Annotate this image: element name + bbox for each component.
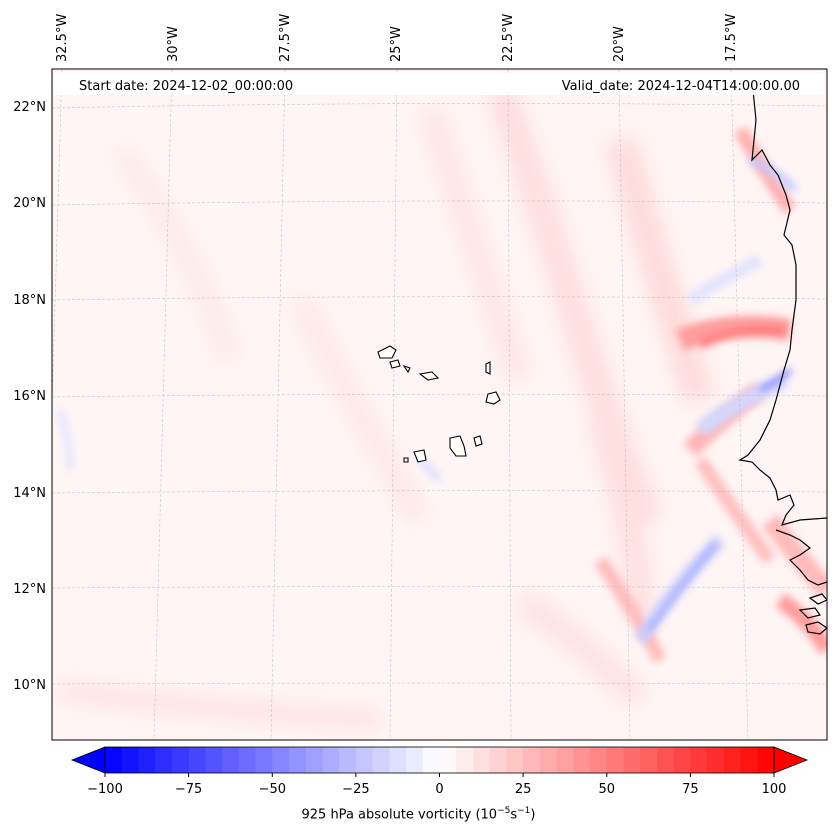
lat-label-14n: 14°N [13, 486, 46, 501]
colorbar-cell [155, 747, 173, 773]
colorbar-extend-min [70, 746, 106, 774]
colorbar-cell [355, 747, 374, 773]
colorbar-cell [707, 747, 725, 773]
lat-label-12n: 12°N [13, 582, 46, 597]
colorbar-cell [121, 747, 140, 773]
colorbar-cell [690, 747, 708, 773]
cape-verde-islands [377, 345, 501, 463]
colorbar-cell [339, 747, 357, 773]
colorbar-cell [406, 747, 424, 773]
colorbar-cell [389, 747, 407, 773]
cbar-tick-label-m100: −100 [87, 782, 123, 797]
colorbar-cell [456, 747, 474, 773]
colorbar-cell [439, 747, 457, 773]
colorbar-label: 925 hPa absolute vorticity (10−5s−1) [301, 806, 536, 823]
lat-label-18n: 18°N [13, 293, 46, 308]
cbar-tick-label-100: 100 [762, 782, 787, 797]
colorbar-extend-max [773, 746, 809, 774]
colorbar-cell [305, 747, 324, 773]
vorticity-field [52, 69, 827, 740]
cbar-tick-label-25: 25 [515, 782, 532, 797]
colorbar-cell [623, 747, 641, 773]
valid-date-text: Valid_date: 2024-12-04T14:00:00.00 [562, 79, 800, 94]
colorbar-cell [556, 747, 574, 773]
lat-label-16n: 16°N [13, 389, 46, 404]
colorbar-cell [673, 747, 691, 773]
lon-label-25w: 25°W [389, 26, 404, 62]
cbar-tick-label-m25: −25 [342, 782, 369, 797]
colorbar-cell [255, 747, 273, 773]
colorbar-cell [272, 747, 290, 773]
colorbar-cell [105, 747, 123, 773]
coastline [738, 79, 827, 635]
cbar-tick-label-m75: −75 [175, 782, 202, 797]
colorbar-cell [506, 747, 524, 773]
colorbar-cell [322, 747, 340, 773]
colorbar-cell [606, 747, 625, 773]
colorbar-cell [472, 747, 491, 773]
colorbar-cell [205, 747, 223, 773]
latitude-labels: 22°N 20°N 18°N 16°N 14°N 12°N 10°N [13, 100, 46, 693]
colorbar-cell [489, 747, 508, 773]
colorbar-cells [105, 747, 775, 773]
colorbar-cell [288, 747, 307, 773]
cbar-tick-label-75: 75 [682, 782, 699, 797]
colorbar-cell [757, 747, 775, 773]
lon-label-32-5w: 32.5°W [55, 14, 70, 62]
colorbar-cell [573, 747, 591, 773]
cbar-tick-label-m50: −50 [259, 782, 286, 797]
start-date-text: Start date: 2024-12-02_00:00:00 [79, 79, 293, 94]
colorbar-ticks [104, 773, 775, 777]
map-frame [51, 68, 828, 741]
lon-label-30w: 30°W [166, 26, 181, 62]
lon-label-17-5w: 17.5°W [724, 14, 739, 62]
cbar-tick-label-0: 0 [435, 782, 443, 797]
colorbar-cell [523, 747, 541, 773]
lon-label-20w: 20°W [612, 26, 627, 62]
lon-label-22-5w: 22.5°W [501, 14, 516, 62]
colorbar-cell [590, 747, 608, 773]
colorbar-cell [656, 747, 675, 773]
colorbar-cell [723, 747, 742, 773]
lon-label-27-5w: 27.5°W [278, 14, 293, 62]
cbar-tick-label-50: 50 [599, 782, 616, 797]
lat-label-22n: 22°N [13, 100, 46, 115]
colorbar: −100 −75 −50 −25 0 25 50 75 100 [70, 746, 809, 797]
lat-label-10n: 10°N [13, 678, 46, 693]
colorbar-cell [539, 747, 558, 773]
longitude-labels: 32.5°W 30°W 27.5°W 25°W 22.5°W 20°W 17.5… [55, 14, 739, 62]
colorbar-cell [188, 747, 206, 773]
colorbar-cell [138, 747, 156, 773]
colorbar-cell [422, 747, 441, 773]
colorbar-cell [640, 747, 658, 773]
colorbar-cell [171, 747, 190, 773]
lat-label-20n: 20°N [13, 196, 46, 211]
colorbar-cell [740, 747, 758, 773]
colorbar-cell [222, 747, 240, 773]
colorbar-cell [238, 747, 257, 773]
colorbar-cell [372, 747, 390, 773]
